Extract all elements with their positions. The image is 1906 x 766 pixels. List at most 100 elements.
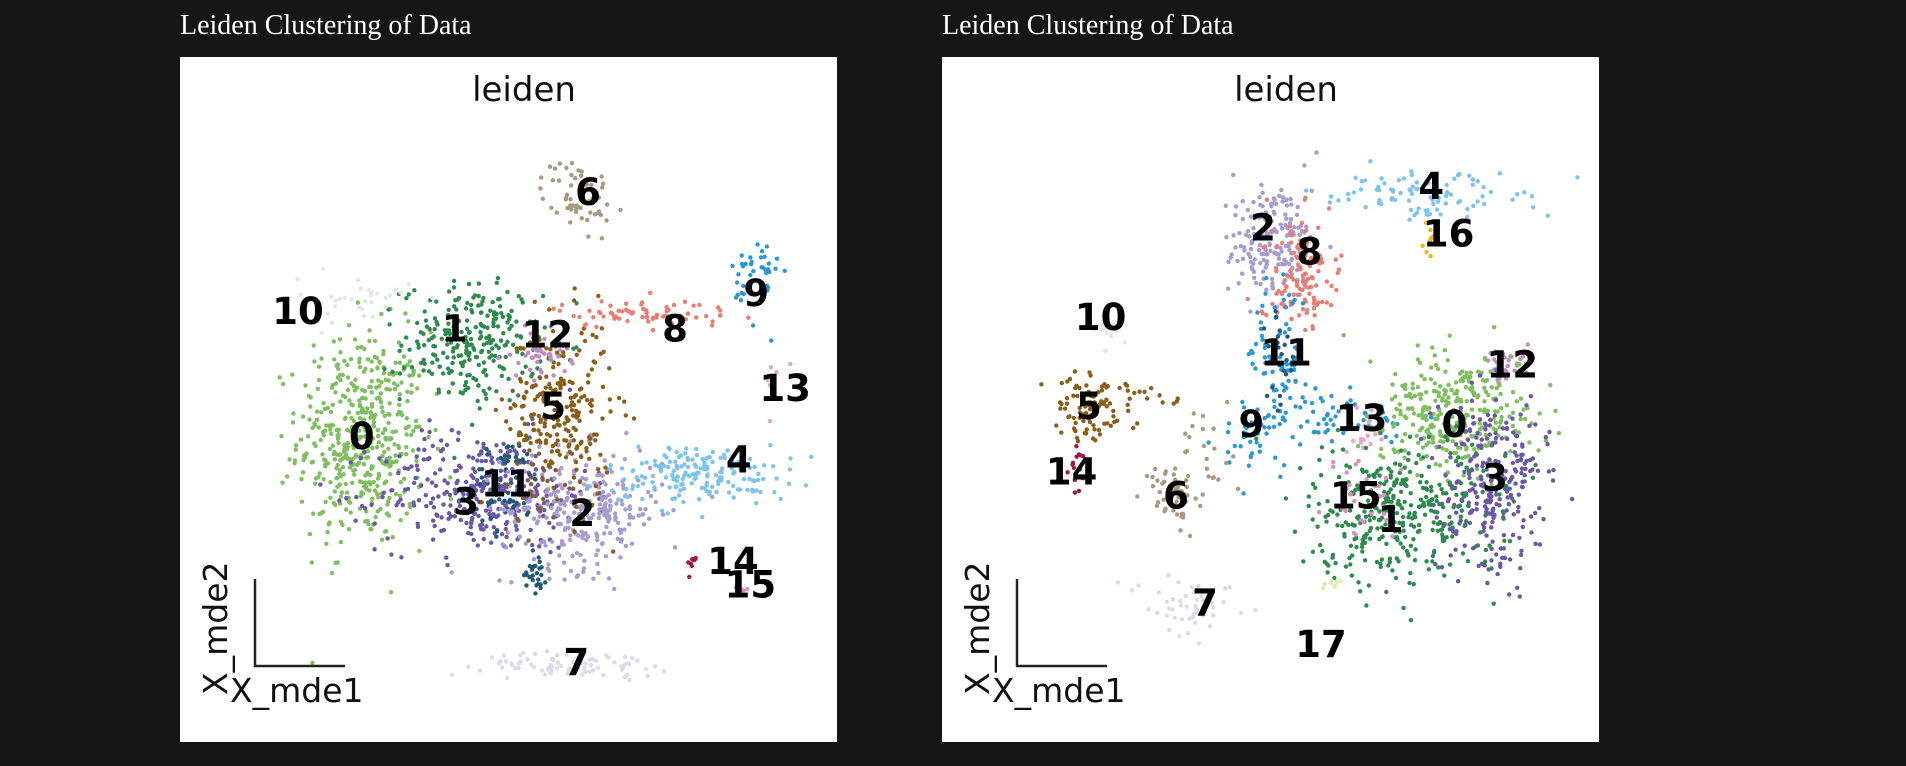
- scatter-point-cluster-1: [1335, 523, 1340, 528]
- scatter-point-cluster-5: [550, 329, 556, 334]
- scatter-point-cluster-8: [646, 319, 651, 324]
- scatter-point-cluster-2: [561, 542, 566, 547]
- scatter-point-cluster-5: [581, 519, 586, 525]
- scatter-point-cluster-1: [1393, 575, 1399, 581]
- scatter-point-cluster-6: [569, 161, 575, 166]
- scatter-point-cluster-2: [1278, 222, 1283, 227]
- scatter-point-cluster-2: [546, 562, 551, 567]
- scatter-point-cluster-7: [1223, 586, 1228, 591]
- scatter-point-cluster-5: [1107, 401, 1113, 406]
- scatter-point-cluster-0: [1412, 393, 1418, 398]
- scatter-point-cluster-4: [722, 455, 728, 461]
- scatter-point-cluster-8: [704, 314, 709, 319]
- scatter-point-cluster-11: [534, 571, 540, 576]
- scatter-point-cluster-1: [1444, 535, 1449, 540]
- scatter-point-cluster-0: [404, 452, 409, 457]
- scatter-point-cluster-4: [630, 483, 636, 488]
- scatter-point-cluster-2: [640, 512, 645, 517]
- scatter-point-cluster-2: [581, 566, 587, 571]
- scatter-point-cluster-0: [386, 411, 391, 416]
- scatter-point-cluster-0: [377, 384, 382, 389]
- scatter-point-cluster-5: [572, 529, 577, 534]
- cluster-label-8: 8: [662, 308, 688, 351]
- scatter-point-cluster-6: [563, 195, 569, 201]
- scatter-point-cluster-0: [413, 424, 419, 430]
- scatter-point-cluster-3: [1480, 460, 1486, 465]
- scatter-point-cluster-0: [1537, 411, 1542, 416]
- scatter-point-cluster-7: [555, 660, 561, 665]
- scatter-point-cluster-16: [1428, 227, 1433, 233]
- scatter-point-cluster-1: [431, 343, 436, 349]
- scatter-point-cluster-15: [1351, 530, 1357, 536]
- scatter-point-cluster-3: [1455, 579, 1461, 584]
- scatter-point-cluster-15: [1399, 467, 1404, 472]
- scatter-point-cluster-8: [1309, 255, 1314, 261]
- scatter-point-cluster-8: [625, 318, 630, 324]
- scatter-point-cluster-5: [591, 359, 596, 364]
- scatter-point-cluster-1: [1354, 535, 1359, 541]
- scatter-point-cluster-3: [1533, 510, 1538, 516]
- scatter-point-cluster-0: [353, 453, 359, 458]
- scatter-point-cluster-7: [582, 665, 587, 671]
- scatter-point-cluster-3: [525, 422, 531, 427]
- scatter-point-cluster-2: [602, 531, 607, 536]
- scatter-point-cluster-2: [614, 501, 619, 506]
- scatter-point-cluster-9: [1309, 400, 1315, 406]
- scatter-point-cluster-1: [514, 319, 519, 324]
- scatter-point-cluster-0: [1510, 410, 1516, 415]
- scatter-point-cluster-3: [419, 428, 424, 433]
- scatter-point-cluster-1: [1454, 424, 1459, 429]
- scatter-point-cluster-2: [558, 482, 563, 487]
- scatter-point-cluster-9: [1241, 430, 1246, 435]
- scatter-point-cluster-7: [593, 658, 599, 663]
- scatter-point-cluster-2: [1224, 235, 1229, 240]
- scatter-point-cluster-4: [676, 493, 682, 498]
- scatter-point-cluster-1: [1355, 483, 1360, 488]
- scatter-point-cluster-8: [1326, 206, 1332, 211]
- scatter-point-cluster-10: [298, 292, 303, 297]
- scatter-point-cluster-1: [471, 376, 476, 381]
- scatter-point-cluster-0: [365, 518, 370, 524]
- scatter-point-cluster-3: [1512, 450, 1517, 455]
- scatter-point-cluster-2: [500, 542, 505, 547]
- scatter-point-cluster-3: [496, 513, 501, 518]
- scatter-point-cluster-3: [541, 513, 546, 518]
- scatter-point-cluster-3: [1504, 426, 1510, 431]
- scatter-point-cluster-2: [585, 534, 591, 539]
- scatter-point-cluster-13: [770, 390, 776, 396]
- scatter-point-cluster-3: [466, 492, 471, 497]
- scatter-point-cluster-5: [568, 433, 574, 438]
- scatter-point-cluster-8: [1279, 240, 1285, 246]
- scatter-point-cluster-4: [786, 481, 792, 486]
- scatter-point-cluster-5: [562, 421, 567, 426]
- scatter-point-cluster-0: [310, 660, 315, 666]
- scatter-point-cluster-4: [1475, 179, 1480, 184]
- scatter-point-cluster-11: [538, 582, 543, 587]
- scatter-point-cluster-5: [598, 452, 603, 457]
- scatter-point-cluster-4: [737, 445, 743, 451]
- scatter-point-cluster-0: [387, 495, 392, 501]
- scatter-point-cluster-7: [1238, 610, 1244, 615]
- scatter-point-cluster-1: [1437, 502, 1442, 507]
- cluster-label-1: 1: [442, 308, 468, 351]
- scatter-point-cluster-5: [479, 500, 484, 505]
- scatter-point-cluster-3: [1492, 512, 1497, 518]
- scatter-point-cluster-2: [599, 541, 605, 547]
- scatter-point-cluster-3: [399, 555, 404, 560]
- scatter-point-cluster-9: [1241, 405, 1247, 410]
- scatter-point-cluster-0: [1443, 399, 1449, 404]
- scatter-point-cluster-9: [1380, 410, 1386, 415]
- scatter-point-cluster-8: [1259, 309, 1264, 314]
- scatter-point-cluster-3: [389, 552, 394, 557]
- scatter-point-cluster-0: [369, 368, 374, 373]
- scatter-point-cluster-3: [1493, 488, 1498, 493]
- scatter-point-cluster-10: [375, 291, 380, 296]
- scatter-point-cluster-0: [320, 452, 325, 457]
- scatter-point-cluster-5: [554, 399, 560, 405]
- scatter-point-cluster-8: [1303, 253, 1308, 259]
- scatter-point-cluster-0: [1475, 369, 1481, 374]
- scatter-point-cluster-2: [561, 510, 567, 515]
- scatter-point-cluster-3: [1489, 558, 1494, 563]
- scatter-point-cluster-0: [1440, 396, 1445, 401]
- scatter-point-cluster-0: [350, 480, 355, 485]
